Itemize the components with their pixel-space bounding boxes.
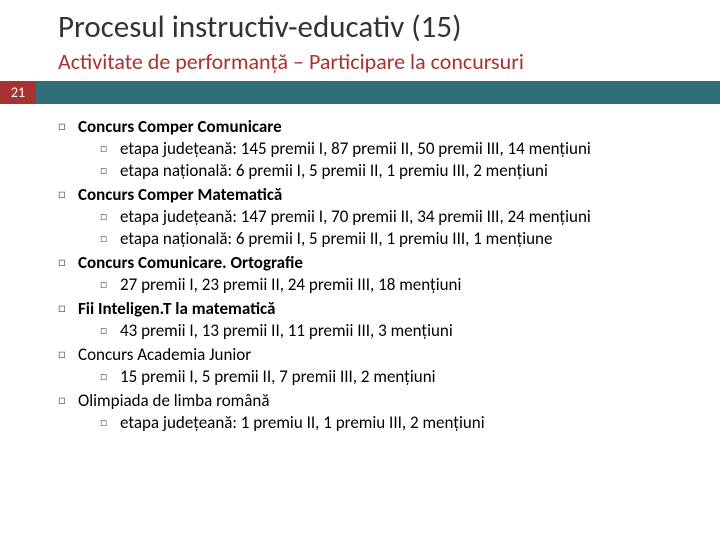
sub-list-item: □etapa națională: 6 premii I, 5 premii I… [100,228,700,250]
bullet-icon: □ [58,390,78,412]
bullet-icon: □ [58,252,78,274]
sub-list-item-text: etapa județeană: 147 premii I, 70 premii… [120,206,700,228]
sub-list-item-text: etapa județeană: 1 premiu II, 1 premiu I… [120,412,700,434]
list-item: □Concurs Comper Matematică□etapa județea… [58,184,700,250]
list-item-body: Concurs Academia Junior□15 premii I, 5 p… [78,344,700,388]
list-item-body: Olimpiada de limba română□etapa județean… [78,390,700,434]
page-title: Procesul instructiv-educativ (15) [58,8,720,46]
sub-list-item: □etapa județeană: 147 premii I, 70 premi… [100,206,700,228]
list-item-body: Concurs Comper Matematică□etapa județean… [78,184,700,250]
content-list: □Concurs Comper Comunicare□etapa județea… [58,116,720,434]
bullet-icon: □ [100,412,120,434]
sub-list-item: □etapa județeană: 145 premii I, 87 premi… [100,138,700,160]
header-bar: 21 [0,81,720,104]
bullet-icon: □ [58,298,78,320]
bullet-icon: □ [100,320,120,342]
list-item: □Concurs Comper Comunicare□etapa județea… [58,116,700,182]
list-item-body: Concurs Comunicare. Ortografie□27 premii… [78,252,700,296]
page-subtitle: Activitate de performanță – Participare … [58,48,720,75]
list-item-label: Olimpiada de limba română [78,390,700,412]
sub-list-item-text: 43 premii I, 13 premii II, 11 premii III… [120,320,700,342]
list-item-body: Concurs Comper Comunicare□etapa județean… [78,116,700,182]
header-bar-fill [36,81,720,104]
sub-list-item-text: etapa județeană: 145 premii I, 87 premii… [120,138,700,160]
bullet-icon: □ [58,184,78,206]
list-item: □Olimpiada de limba română□etapa județea… [58,390,700,434]
list-item-label: Concurs Comper Comunicare [78,116,700,138]
bullet-icon: □ [58,116,78,138]
sub-list-item: □43 premii I, 13 premii II, 11 premii II… [100,320,700,342]
bullet-icon: □ [100,228,120,250]
sub-list-item: □27 premii I, 23 premii II, 24 premii II… [100,274,700,296]
list-item-label: Concurs Academia Junior [78,344,700,366]
page-number-badge: 21 [0,81,36,104]
bullet-icon: □ [100,366,120,388]
sub-list-item: □etapa națională: 6 premii I, 5 premii I… [100,160,700,182]
bullet-icon: □ [100,160,120,182]
sub-list-item-text: etapa națională: 6 premii I, 5 premii II… [120,228,700,250]
sub-list-item-text: etapa națională: 6 premii I, 5 premii II… [120,160,700,182]
list-item-body: Fii Inteligen.T la matematică□43 premii … [78,298,700,342]
bullet-icon: □ [100,274,120,296]
bullet-icon: □ [100,206,120,228]
list-item-label: Concurs Comper Matematică [78,184,700,206]
list-item: □Concurs Academia Junior□15 premii I, 5 … [58,344,700,388]
bullet-icon: □ [100,138,120,160]
list-item: □Concurs Comunicare. Ortografie□27 premi… [58,252,700,296]
bullet-icon: □ [58,344,78,366]
sub-list-item: □etapa județeană: 1 premiu II, 1 premiu … [100,412,700,434]
sub-list-item: □15 premii I, 5 premii II, 7 premii III,… [100,366,700,388]
sub-list-item-text: 15 premii I, 5 premii II, 7 premii III, … [120,366,700,388]
slide: Procesul instructiv-educativ (15) Activi… [0,8,720,540]
list-item-label: Concurs Comunicare. Ortografie [78,252,700,274]
list-item-label: Fii Inteligen.T la matematică [78,298,700,320]
list-item: □Fii Inteligen.T la matematică□43 premii… [58,298,700,342]
sub-list-item-text: 27 premii I, 23 premii II, 24 premii III… [120,274,700,296]
